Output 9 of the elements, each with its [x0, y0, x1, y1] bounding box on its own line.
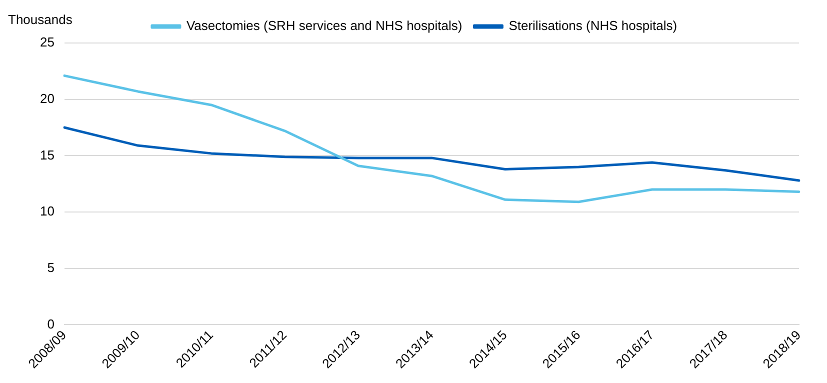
legend-label: Sterilisations (NHS hospitals)	[508, 18, 678, 34]
y-tick-label: 20	[40, 90, 54, 106]
y-axis-title: Thousands	[8, 12, 73, 28]
y-tick-label: 10	[40, 204, 54, 219]
legend-label: Vasectomies (SRH services and NHS hospitals)	[186, 18, 462, 34]
y-tick-label: 5	[47, 260, 54, 275]
y-tick-label: 25	[40, 34, 54, 50]
y-tick-label: 15	[40, 147, 54, 162]
y-tick-label: 0	[47, 316, 54, 332]
